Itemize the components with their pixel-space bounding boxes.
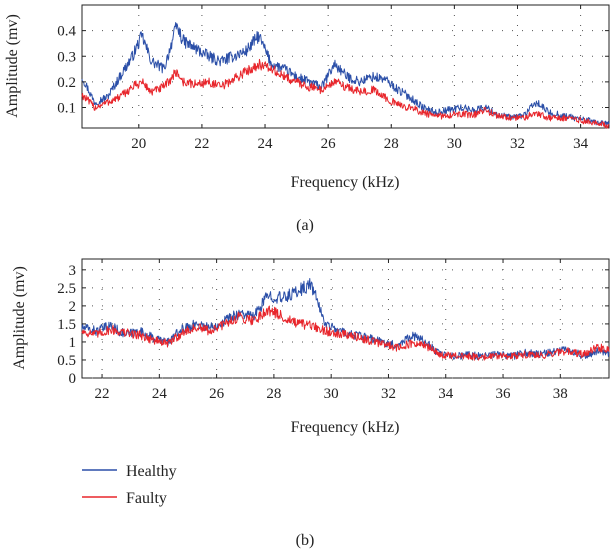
series-line-faulty bbox=[81, 58, 610, 129]
x-tick-label: 34 bbox=[573, 136, 589, 152]
series-line-healthy bbox=[81, 278, 610, 360]
panel-a-y-axis-title: Amplitude (mv) bbox=[4, 14, 21, 118]
y-tick-label: 1 bbox=[69, 335, 77, 351]
legend-label-healthy: Healthy bbox=[126, 463, 177, 480]
panel-a-x-axis-title: Frequency (kHz) bbox=[291, 174, 400, 191]
x-tick-label: 24 bbox=[258, 136, 274, 152]
y-tick-label: 0.4 bbox=[57, 24, 76, 40]
y-tick-label: 0 bbox=[69, 371, 77, 387]
panel-b-grid bbox=[82, 259, 609, 379]
x-tick-label: 20 bbox=[131, 136, 146, 152]
x-tick-label: 22 bbox=[95, 386, 110, 402]
x-tick-label: 32 bbox=[381, 386, 396, 402]
panel-b-label: (b) bbox=[296, 532, 315, 549]
panel-a-chart: 20 22 24 26 28 30 32 34 0.1 0.2 0.3 0.4 Frequency … bbox=[4, 4, 610, 234]
y-tick-label: 0.5 bbox=[57, 353, 76, 369]
x-tick-label: 26 bbox=[209, 386, 225, 402]
series-line-healthy bbox=[81, 22, 610, 127]
panel-a-series bbox=[81, 22, 610, 129]
y-tick-label: 0.3 bbox=[57, 49, 76, 65]
legend-item-faulty: Faulty bbox=[82, 490, 167, 507]
x-tick-label: 30 bbox=[324, 386, 339, 402]
panel-a-x-ticks: 20 22 24 26 28 30 32 34 bbox=[131, 5, 589, 152]
x-tick-label: 28 bbox=[384, 136, 399, 152]
panel-b-y-ticks: 0 0.5 1 1.5 2 2.5 3 bbox=[57, 263, 609, 387]
x-tick-label: 38 bbox=[553, 386, 568, 402]
panel-b-x-ticks: 22 24 26 28 30 32 34 36 38 bbox=[95, 259, 568, 402]
x-tick-label: 30 bbox=[447, 136, 462, 152]
x-tick-label: 32 bbox=[510, 136, 525, 152]
y-tick-label: 2.5 bbox=[57, 281, 76, 297]
y-tick-label: 1.5 bbox=[57, 317, 76, 333]
x-tick-label: 34 bbox=[438, 386, 454, 402]
y-tick-label: 2 bbox=[69, 299, 77, 315]
x-tick-label: 22 bbox=[194, 136, 209, 152]
series-line-faulty bbox=[81, 305, 610, 361]
x-tick-label: 26 bbox=[321, 136, 337, 152]
x-tick-label: 28 bbox=[266, 386, 281, 402]
panel-a-grid bbox=[82, 5, 609, 128]
x-tick-label: 24 bbox=[152, 386, 168, 402]
x-tick-label: 36 bbox=[496, 386, 512, 402]
panel-b-chart: 22 24 26 28 30 32 34 36 38 0 0.5 1 1.5 2 2.5 3 Frequen… bbox=[11, 258, 610, 436]
panel-a-y-ticks: 0.1 0.2 0.3 0.4 bbox=[57, 24, 609, 117]
panel-b-series bbox=[81, 278, 610, 361]
y-tick-label: 0.2 bbox=[57, 75, 76, 91]
panel-b-plot-area bbox=[81, 258, 610, 379]
panel-a-label: (a) bbox=[296, 217, 314, 234]
legend-item-healthy: Healthy bbox=[82, 463, 177, 480]
panel-b-x-axis-title: Frequency (kHz) bbox=[291, 419, 400, 436]
legend: Healthy Faulty bbox=[82, 463, 177, 507]
y-tick-label: 3 bbox=[69, 263, 77, 279]
legend-label-faulty: Faulty bbox=[126, 490, 167, 507]
panel-b-y-axis-title: Amplitude (mv) bbox=[11, 266, 28, 370]
y-tick-label: 0.1 bbox=[57, 101, 76, 117]
panel-a-plot-area bbox=[81, 4, 610, 129]
